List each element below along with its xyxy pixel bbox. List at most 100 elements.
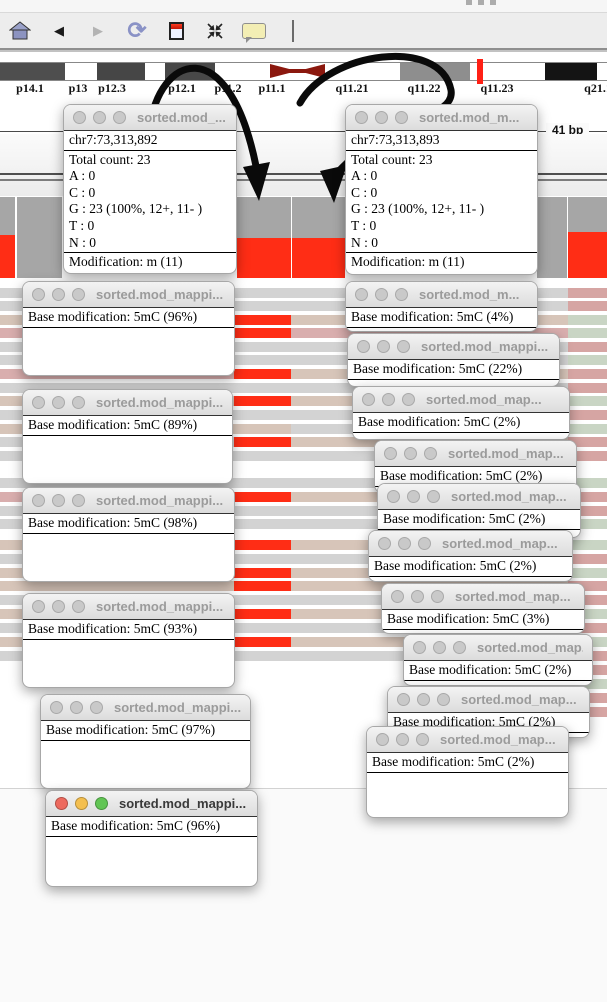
minimize-button[interactable]	[411, 590, 424, 603]
read-segment[interactable]	[568, 288, 607, 298]
close-button[interactable]	[32, 396, 45, 409]
read-segment[interactable]	[568, 342, 607, 352]
tooltip-titlebar[interactable]: sorted.mod_map...	[382, 584, 584, 610]
read-segment[interactable]	[0, 383, 234, 393]
tooltip-window[interactable]: sorted.mod_map... Base modification: 5mC …	[377, 483, 581, 538]
tooltip-titlebar[interactable]: sorted.mod_...	[64, 105, 236, 131]
read-segment-methylated[interactable]	[234, 609, 291, 619]
tooltip-window[interactable]: sorted.mod_mappi... Base modification: 5m…	[347, 333, 560, 387]
zoom-button[interactable]	[397, 340, 410, 353]
tooltip-titlebar[interactable]: sorted.mod_map...	[378, 484, 580, 510]
cytoband[interactable]	[483, 63, 545, 80]
close-button[interactable]	[355, 111, 368, 124]
close-button[interactable]	[391, 590, 404, 603]
tooltip-window[interactable]: sorted.mod_map... Base modification: 5mC …	[403, 634, 593, 686]
position-marker[interactable]	[477, 59, 483, 84]
minimize-button[interactable]	[375, 111, 388, 124]
minimize-button[interactable]	[398, 537, 411, 550]
tooltip-titlebar[interactable]: sorted.mod_map...	[388, 687, 589, 713]
close-button[interactable]	[384, 447, 397, 460]
read-segment-methylated[interactable]	[234, 396, 291, 406]
tooltip-window[interactable]: sorted.mod_mappi... Base modification: 5m…	[40, 694, 251, 789]
read-segment[interactable]	[568, 301, 607, 311]
read-segment[interactable]	[568, 506, 607, 516]
zoom-button[interactable]	[90, 701, 103, 714]
read-segment[interactable]	[0, 581, 234, 591]
coverage-bar-modified[interactable]	[568, 232, 607, 278]
minimize-button[interactable]	[382, 393, 395, 406]
zoom-button[interactable]	[402, 393, 415, 406]
read-segment[interactable]	[568, 355, 607, 365]
tooltip-window[interactable]: sorted.mod_mappi... Base modification: 5m…	[45, 790, 258, 887]
cytoband[interactable]	[145, 63, 165, 80]
tooltip-window[interactable]: sorted.mod_mappi... Base modification: 5m…	[22, 389, 233, 484]
close-button[interactable]	[73, 111, 86, 124]
read-segment[interactable]	[568, 315, 607, 325]
close-button[interactable]	[376, 733, 389, 746]
cytoband[interactable]	[0, 63, 65, 80]
read-segment-methylated[interactable]	[234, 581, 291, 591]
read-segment[interactable]	[234, 478, 291, 488]
minimize-button[interactable]	[375, 288, 388, 301]
read-segment[interactable]	[568, 595, 607, 605]
read-segment[interactable]	[234, 506, 291, 516]
zoom-button[interactable]	[453, 641, 466, 654]
read-segment[interactable]	[568, 396, 607, 406]
read-segment[interactable]	[234, 424, 291, 434]
read-segment[interactable]	[568, 568, 607, 578]
read-segment[interactable]	[568, 554, 607, 564]
cytoband[interactable]	[65, 63, 97, 80]
tooltip-titlebar[interactable]: sorted.mod_mappi...	[23, 488, 234, 514]
close-button[interactable]	[413, 641, 426, 654]
tooltip-titlebar[interactable]: sorted.mod_m...	[346, 105, 537, 131]
zoom-button[interactable]	[72, 288, 85, 301]
zoom-button[interactable]	[424, 447, 437, 460]
region-screenshot-icon[interactable]	[164, 19, 188, 43]
read-segment[interactable]	[568, 623, 607, 633]
sequence-track-line-bottom[interactable]	[0, 179, 607, 181]
close-button[interactable]	[362, 393, 375, 406]
read-segment[interactable]	[234, 301, 291, 311]
minimize-button[interactable]	[52, 288, 65, 301]
cytoband[interactable]	[597, 63, 607, 80]
cytoband[interactable]	[325, 63, 400, 80]
zoom-button[interactable]	[395, 288, 408, 301]
close-button[interactable]	[397, 693, 410, 706]
home-icon[interactable]	[8, 19, 32, 43]
cytoband[interactable]	[215, 63, 270, 80]
read-segment[interactable]	[568, 383, 607, 393]
zoom-button[interactable]	[431, 590, 444, 603]
read-segment[interactable]	[234, 623, 291, 633]
minimize-button[interactable]	[407, 490, 420, 503]
read-segment-methylated[interactable]	[234, 315, 291, 325]
zoom-button[interactable]	[113, 111, 126, 124]
read-segment[interactable]	[234, 451, 291, 461]
tooltip-titlebar[interactable]: sorted.mod_mappi...	[348, 334, 559, 360]
coverage-bar-modified[interactable]	[292, 238, 345, 278]
read-segment-methylated[interactable]	[234, 568, 291, 578]
tooltip-titlebar[interactable]: sorted.mod_mappi...	[23, 594, 234, 620]
close-button[interactable]	[357, 340, 370, 353]
tooltip-window[interactable]: sorted.mod_map... Base modification: 5mC …	[381, 583, 585, 634]
tooltip-titlebar[interactable]: sorted.mod_m...	[346, 282, 537, 308]
zoom-button[interactable]	[437, 693, 450, 706]
read-segment[interactable]	[568, 451, 607, 461]
minimize-button[interactable]	[93, 111, 106, 124]
zoom-button[interactable]	[416, 733, 429, 746]
read-segment-methylated[interactable]	[234, 369, 291, 379]
zoom-button[interactable]	[95, 797, 108, 810]
coverage-bar-modified[interactable]	[237, 238, 291, 278]
coverage-bar-modified[interactable]	[0, 235, 15, 278]
read-segment-methylated[interactable]	[234, 540, 291, 550]
zoom-button[interactable]	[72, 494, 85, 507]
read-segment[interactable]	[568, 609, 607, 619]
close-button[interactable]	[32, 600, 45, 613]
read-segment[interactable]	[234, 595, 291, 605]
tooltip-window[interactable]: sorted.mod_mappi... Base modification: 5m…	[22, 487, 235, 582]
tooltip-window[interactable]: sorted.mod_map... Base modification: 5mC …	[352, 386, 570, 440]
read-segment[interactable]	[234, 288, 291, 298]
tooltip-comment-icon[interactable]	[242, 19, 266, 43]
read-segment[interactable]	[234, 651, 291, 661]
read-segment-methylated[interactable]	[234, 328, 291, 338]
tooltip-titlebar[interactable]: sorted.mod_mappi...	[23, 390, 232, 416]
